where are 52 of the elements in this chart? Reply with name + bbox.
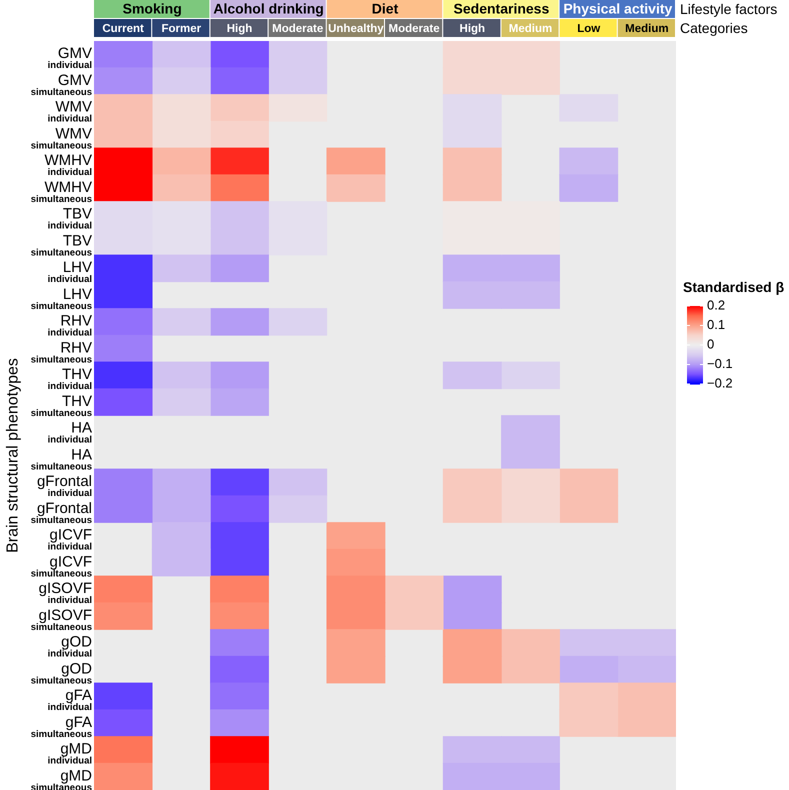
y-tick-label: GMVsimultaneous [30,72,92,98]
x-tick-label: High [226,23,252,36]
x-tick-label: Former [161,23,202,36]
y-tick-label: RHVsimultaneous [30,339,92,366]
text: Diet [372,0,399,16]
y-tick-label: gODindividual [48,634,92,660]
y-tick-label: gISOVFindividual [38,580,92,606]
y-tick-label: HAsimultaneous [30,446,92,472]
y-tick-label: WMHVindividual [44,152,92,178]
text: Smoking [122,0,182,16]
y-tick-label: RHVindividual [48,312,92,338]
x-tick-label: High [460,23,486,36]
y-tick-label: THVindividual [48,366,92,392]
y-tick-label: THVsimultaneous [30,392,92,419]
y-tick-label: gISOVFsimultaneous [30,606,92,633]
y-tick-label: gICVFsimultaneous [30,553,92,580]
y-tick-label: gODsimultaneous [30,660,92,686]
text: Alcohol drinking [213,0,324,16]
color-bar-label: 0.2 [707,298,726,313]
x-tick-label: Medium [625,23,669,36]
y-tick-label: WMVindividual [48,98,92,124]
y-tick-label: TBVindividual [48,206,92,232]
color-bar-label: −0.1 [707,356,733,372]
y-tick-label: GMVindividual [48,45,92,71]
y-tick-label: gMDsimultaneous [30,767,92,790]
color-bar-label: 0 [707,336,714,352]
color-bar-label: −0.2 [707,376,733,391]
x-tick-label: Moderate [388,23,440,36]
x-tick-label: Current [102,23,144,36]
y-tick-label: LHVsimultaneous [30,286,92,312]
x-tick-label: Unhealthy [328,23,384,36]
x-tick-label: Low [577,23,600,36]
x-tick-label: Moderate [272,23,324,36]
y-tick-label: LHVindividual [48,259,92,285]
y-tick-label: TBVsimultaneous [30,232,92,258]
y-tick-label: gFrontalindividual [36,473,92,499]
y-tick-label: WMHVsimultaneous [30,178,92,205]
text: Physical activity [563,0,672,16]
y-tick-label: HAindividual [48,420,92,446]
y-tick-label: gFAsimultaneous [30,714,92,740]
text: Categories [680,20,748,36]
text: Sedentariness [454,0,550,16]
color-bar-label: 0.1 [707,317,726,332]
y-tick-label: gFAindividual [48,687,92,713]
y-tick-label: gFrontalsimultaneous [30,500,92,526]
y-tick-label: gMDindividual [48,740,92,766]
y-tick-label: WMVsimultaneous [30,125,92,152]
text: Lifestyle factors [680,0,778,17]
x-tick-label: Medium [508,23,552,36]
y-axis-title: Brain structural phenotypes [4,358,22,553]
y-tick-label: gICVFindividual [48,526,92,552]
color-bar-title: Standardised β [683,279,785,295]
